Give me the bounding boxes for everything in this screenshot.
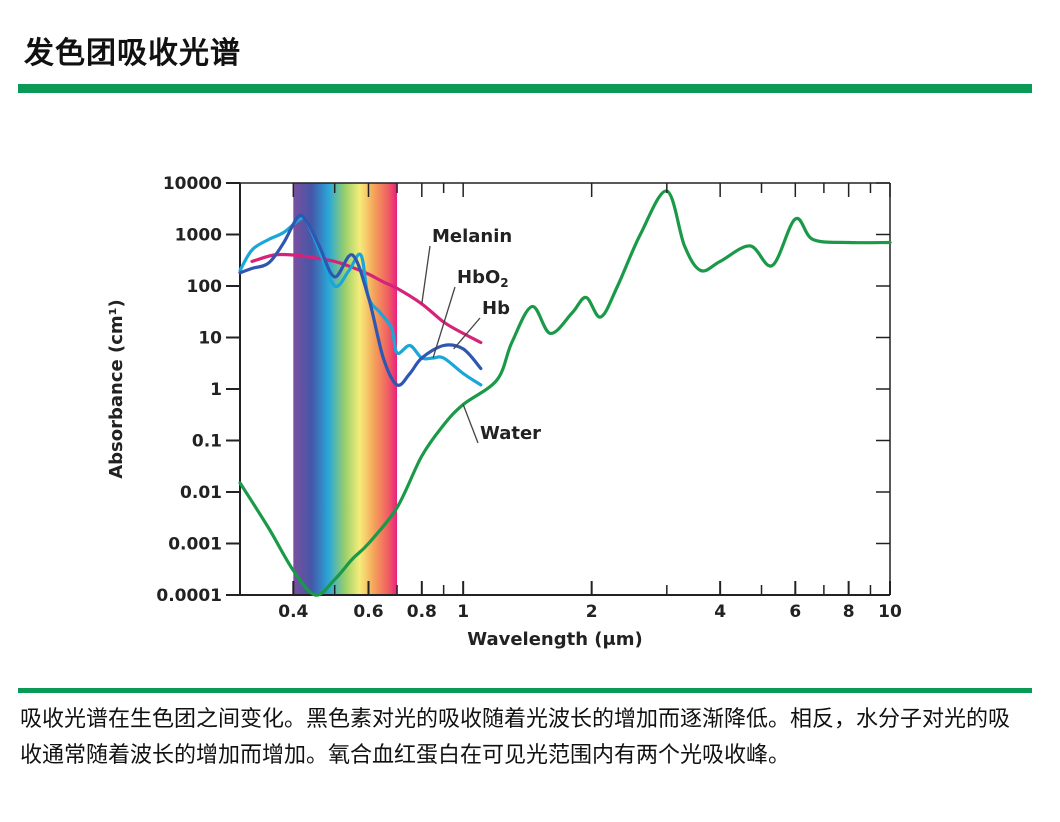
caption-divider xyxy=(18,688,1032,693)
series-annotations: Melanin HbO2 Hb Water xyxy=(421,226,541,444)
x-axis: 0.4 0.6 0.8 1 2 4 6 8 10 xyxy=(239,183,902,622)
x-tick-label: 10 xyxy=(878,602,902,622)
visible-spectrum-band xyxy=(293,183,398,595)
annotation-label-hbo2: HbO2 xyxy=(457,267,509,290)
y-tick-label: 100 xyxy=(187,277,223,297)
series-lines xyxy=(238,189,892,597)
annotation-leader-hbo2 xyxy=(432,286,456,359)
x-tick-label: 8 xyxy=(843,602,855,622)
page-title: 发色团吸收光谱 xyxy=(24,36,241,71)
x-tick-label: 6 xyxy=(789,602,801,622)
y-tick-label: 10 xyxy=(198,329,222,349)
y-tick-label: 10000 xyxy=(163,174,222,194)
y-tick-label: 0.01 xyxy=(180,483,222,503)
y-tick-label: 0.001 xyxy=(168,535,222,555)
x-axis-title: Wavelength (μm) xyxy=(467,629,643,650)
x-tick-label: 0.4 xyxy=(278,602,308,622)
series-line-hb xyxy=(238,213,483,387)
annotation-leader-water xyxy=(462,404,479,444)
annotation-label-melanin: Melanin xyxy=(432,226,512,247)
y-axis: 10000 1000 100 10 1 0.1 0.01 0.001 0.0001 xyxy=(156,174,890,606)
figure-caption: 吸收光谱在生色团之间变化。黑色素对光的吸收随着光波长的增加而逐渐降低。相反，水分… xyxy=(20,707,1011,768)
series-line-hbo2 xyxy=(238,215,483,387)
annotation-label-hb: Hb xyxy=(482,298,510,319)
y-tick-label: 0.0001 xyxy=(156,586,222,606)
x-tick-label: 1 xyxy=(457,602,469,622)
annotation-label-water: Water xyxy=(480,423,541,444)
y-axis-title: Absorbance (cm¹) xyxy=(106,299,127,479)
title-divider xyxy=(18,84,1032,93)
x-tick-label: 0.8 xyxy=(407,602,437,622)
chart-svg: Melanin HbO2 Hb Water 10000 1000 100 10 1 0.1 0.0… xyxy=(106,174,902,650)
visible-band-rect xyxy=(293,183,398,595)
x-tick-label: 0.6 xyxy=(353,602,383,622)
annotation-leader-melanin xyxy=(421,245,431,304)
annotation-leader-hb xyxy=(453,317,481,350)
y-tick-label: 1000 xyxy=(175,226,222,246)
series-line-water xyxy=(238,189,892,597)
absorption-chart: Melanin HbO2 Hb Water 10000 1000 100 10 1 0.1 0.0… xyxy=(0,150,1060,670)
x-tick-label: 2 xyxy=(586,602,598,622)
y-tick-label: 0.1 xyxy=(192,432,222,452)
y-tick-label: 1 xyxy=(210,380,222,400)
x-tick-label: 4 xyxy=(714,602,726,622)
